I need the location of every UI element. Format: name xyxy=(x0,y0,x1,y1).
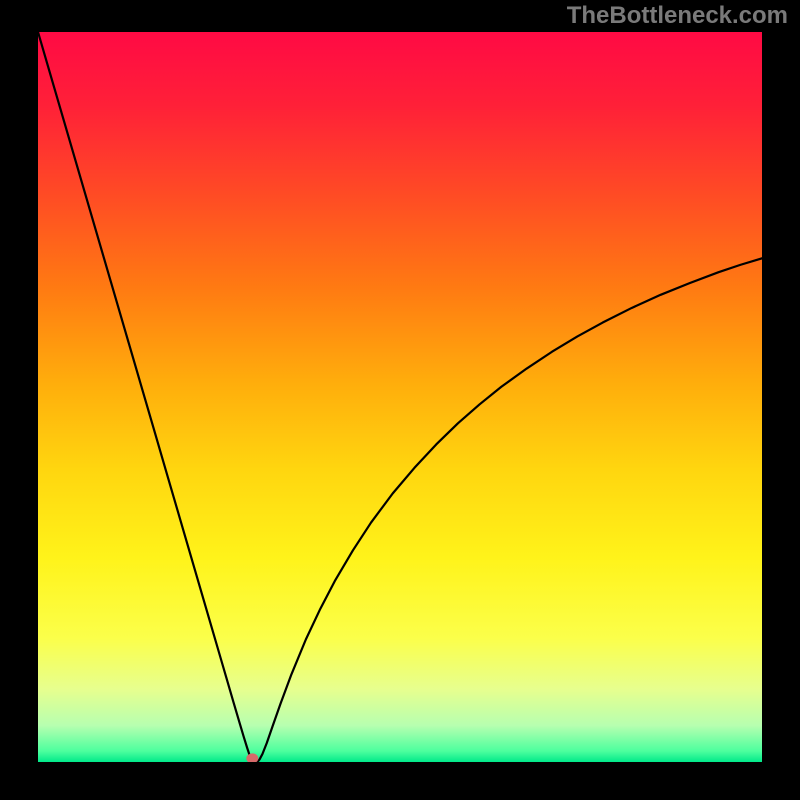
plot-area xyxy=(38,32,762,762)
watermark-text: TheBottleneck.com xyxy=(567,2,788,30)
plot-svg xyxy=(38,32,762,762)
plot-background xyxy=(38,32,762,762)
chart-frame: TheBottleneck.com xyxy=(0,0,800,800)
